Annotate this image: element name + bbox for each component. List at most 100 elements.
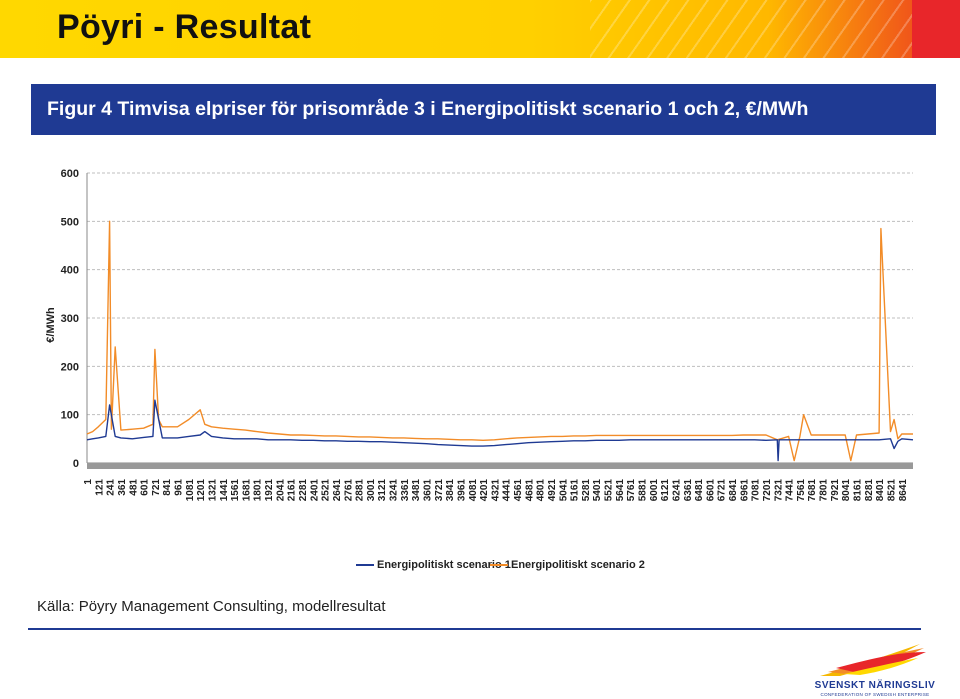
x-tick-label: 1321 xyxy=(207,479,218,502)
x-tick-label: 8401 xyxy=(875,479,886,502)
svenskt-naringsliv-logo: SVENSKT NÄRINGSLIV CONFEDERATION OF SWED… xyxy=(800,642,950,698)
legend-swatch-scenario-2 xyxy=(490,564,508,567)
x-tick-label: 3721 xyxy=(434,479,445,502)
x-tick-label: 2761 xyxy=(343,479,354,502)
x-tick-label: 961 xyxy=(174,479,185,496)
figure-title: Figur 4 Timvisa elpriser för prisområde … xyxy=(47,98,809,120)
x-tick-label: 1081 xyxy=(185,479,196,502)
x-tick-label: 841 xyxy=(162,479,173,496)
x-tick-label: 5041 xyxy=(558,479,569,502)
x-tick-label: 2881 xyxy=(355,479,366,502)
x-tick-label: 1681 xyxy=(241,479,252,502)
x-tick-label: 8041 xyxy=(841,479,852,502)
x-tick-label: 8641 xyxy=(898,479,909,502)
x-tick-label: 4801 xyxy=(536,479,547,502)
x-tick-label: 241 xyxy=(106,479,117,496)
x-tick-label: 1801 xyxy=(253,479,264,502)
x-tick-label: 3481 xyxy=(411,479,422,502)
x-tick-label: 6841 xyxy=(728,479,739,502)
y-axis-label: €/MWh xyxy=(45,307,57,343)
y-tick-label: 0 xyxy=(73,458,79,470)
x-tick-label: 2641 xyxy=(332,479,343,502)
header-band xyxy=(0,0,960,58)
logo-name: SVENSKT NÄRINGSLIV xyxy=(814,680,936,691)
y-tick-label: 400 xyxy=(61,265,79,277)
y-tick-label: 200 xyxy=(61,361,79,373)
chart-series xyxy=(86,220,914,462)
x-tick-label: 4201 xyxy=(479,479,490,502)
y-tick-label: 300 xyxy=(61,313,79,325)
x-tick-label: 7321 xyxy=(773,479,784,502)
header-red-corner xyxy=(912,0,960,58)
x-tick-label: 5281 xyxy=(581,479,592,502)
x-tick-label: 721 xyxy=(151,479,162,496)
y-tick-label: 500 xyxy=(61,216,79,228)
x-tick-label: 7681 xyxy=(807,479,818,502)
x-tick-label: 1 xyxy=(83,479,94,485)
legend-item-scenario-2: Energipolitiskt scenario 2 xyxy=(490,559,645,571)
legend-label-scenario-1: Energipolitiskt scenario 1 xyxy=(377,559,511,571)
x-tick-label: 361 xyxy=(117,479,128,496)
x-tick-label: 7561 xyxy=(796,479,807,502)
x-tick-label: 7921 xyxy=(830,479,841,502)
x-tick-label: 7081 xyxy=(751,479,762,502)
x-tick-label: 481 xyxy=(128,479,139,496)
x-tick-label: 6361 xyxy=(683,479,694,502)
y-tick-label: 100 xyxy=(61,410,79,422)
x-tick-label: 3241 xyxy=(389,479,400,502)
x-tick-label: 4321 xyxy=(490,479,501,502)
x-tick-label: 2401 xyxy=(309,479,320,502)
y-tick-label: 600 xyxy=(61,168,79,180)
x-tick-label: 6241 xyxy=(671,479,682,502)
x-tick-label: 6961 xyxy=(739,479,750,502)
x-tick-label: 6601 xyxy=(705,479,716,502)
legend-swatch-scenario-1 xyxy=(356,564,374,567)
x-tick-label: 3361 xyxy=(400,479,411,502)
figure-title-banner: Figur 4 Timvisa elpriser för prisområde … xyxy=(31,84,936,135)
legend-item-scenario-1: Energipolitiskt scenario 1 xyxy=(356,559,511,571)
x-tick-label: 8521 xyxy=(886,479,897,502)
x-tick-label: 1921 xyxy=(264,479,275,502)
wing-icon xyxy=(820,644,926,676)
x-tick-label: 1561 xyxy=(230,479,241,502)
x-tick-label: 6481 xyxy=(694,479,705,502)
x-tick-label: 3601 xyxy=(422,479,433,502)
x-tick-label: 8281 xyxy=(864,479,875,502)
x-tick-label: 5761 xyxy=(626,479,637,502)
footer-line xyxy=(28,628,921,630)
price-chart: 0 100 200 300 400 500 600 €/MWh 1 121 241 361 481 6… xyxy=(45,168,914,502)
x-tick-label: 1441 xyxy=(219,479,230,502)
logo-tagline: CONFEDERATION OF SWEDISH ENTERPRISE xyxy=(820,692,930,697)
x-tick-label: 8161 xyxy=(853,479,864,502)
x-tick-label: 4561 xyxy=(513,479,524,502)
x-tick-label: 5161 xyxy=(570,479,581,502)
x-tick-label: 1201 xyxy=(196,479,207,502)
x-tick-label: 3001 xyxy=(366,479,377,502)
x-tick-labels: 1 121 241 361 481 601 721 841 961 1081 1201 1321 144… xyxy=(83,479,909,502)
x-tick-label: 5881 xyxy=(638,479,649,502)
chart-grid xyxy=(86,172,913,469)
x-tick-label: 2521 xyxy=(321,479,332,502)
legend-label-scenario-2: Energipolitiskt scenario 2 xyxy=(511,559,645,571)
x-tick-label: 3121 xyxy=(377,479,388,502)
source-note: Källa: Pöyry Management Consulting, mode… xyxy=(37,598,386,615)
x-tick-label: 7441 xyxy=(785,479,796,502)
x-tick-label: 121 xyxy=(94,479,105,496)
x-tick-label: 6121 xyxy=(660,479,671,502)
header-stripes xyxy=(590,0,920,58)
series-line-1 xyxy=(86,399,914,462)
x-tick-label: 4681 xyxy=(524,479,535,502)
x-tick-label: 7801 xyxy=(819,479,830,502)
x-tick-label: 3961 xyxy=(456,479,467,502)
x-tick-label: 6001 xyxy=(649,479,660,502)
x-tick-label: 3841 xyxy=(445,479,456,502)
x-tick-label: 4921 xyxy=(547,479,558,502)
x-tick-label: 7201 xyxy=(762,479,773,502)
x-tick-label: 4441 xyxy=(502,479,513,502)
y-tick-labels: 0 100 200 300 400 500 600 xyxy=(61,168,79,470)
x-tick-label: 5401 xyxy=(592,479,603,502)
x-tick-label: 2041 xyxy=(275,479,286,502)
series-line-2 xyxy=(86,220,913,462)
x-axis-bar xyxy=(87,463,913,469)
slide-title: Pöyri - Resultat xyxy=(57,8,312,46)
